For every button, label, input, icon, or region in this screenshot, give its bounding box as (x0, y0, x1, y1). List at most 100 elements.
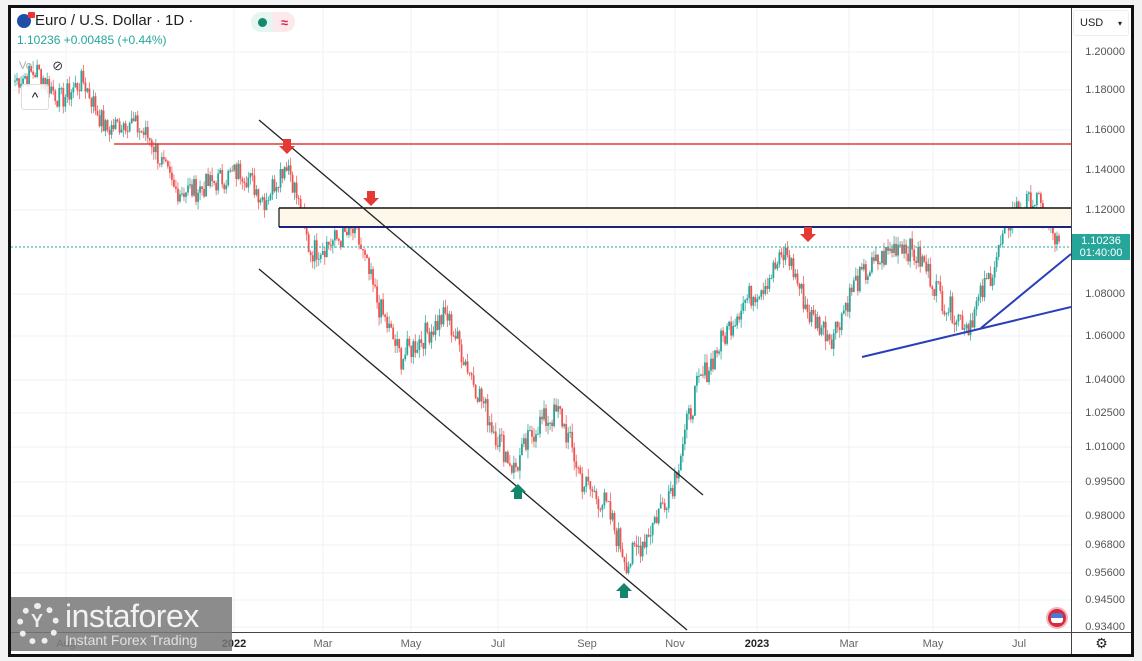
candle-body (921, 256, 924, 267)
candle-body (118, 121, 121, 133)
currency-selector[interactable]: USD ▾ (1073, 10, 1129, 36)
time-tick-label: Jul (1011, 638, 1027, 650)
price-change: +0.00485 (63, 33, 115, 47)
candle-body (124, 123, 127, 132)
candle-body (762, 290, 765, 294)
candle-body (400, 348, 403, 370)
candle-body (126, 131, 129, 133)
candle-body (818, 316, 821, 335)
candle-body (402, 359, 405, 370)
candle-body (30, 65, 32, 72)
candle-body (414, 341, 417, 353)
collapse-legend-button[interactable]: ^ (21, 84, 49, 110)
price-tick-label: 1.01000 (1085, 441, 1125, 453)
symbol-title-row[interactable]: Euro / U.S. Dollar · 1D · (17, 11, 194, 29)
us-economic-event-icon[interactable] (1046, 607, 1068, 629)
candle-body (476, 397, 479, 402)
candle-body (881, 250, 883, 264)
candle-body (579, 467, 582, 474)
price-tick-label: 0.93400 (1085, 621, 1125, 633)
arrow-down-icon (800, 227, 816, 242)
candle-body (444, 307, 447, 314)
candle-body (587, 476, 590, 482)
candle-body (185, 192, 187, 197)
candle-body (142, 131, 145, 135)
candle-body (42, 77, 45, 85)
candle-body (965, 324, 968, 329)
candle-body (567, 432, 570, 443)
candle-body (569, 431, 572, 433)
candle-body (1009, 226, 1012, 231)
candle-body (90, 98, 93, 107)
candle-body (394, 339, 397, 346)
channel-lower-line (258, 268, 688, 631)
time-tick-label: 2023 (744, 638, 770, 650)
candle-body (249, 173, 252, 178)
candle-body (601, 505, 604, 510)
candle-body (166, 161, 169, 167)
candle-body (848, 287, 851, 312)
candle-body (66, 83, 69, 98)
candle-body (877, 254, 879, 265)
candle-body (937, 281, 940, 283)
candle-body (221, 170, 224, 185)
candle-body (231, 170, 234, 172)
candle-body (541, 416, 543, 420)
candle-body (295, 182, 298, 198)
eye-off-icon[interactable]: ⊘ (52, 58, 64, 73)
candle-body (209, 175, 212, 186)
candle-body (1037, 193, 1040, 195)
candle-body (199, 186, 201, 193)
candle-body (545, 408, 547, 426)
candle-body (366, 254, 368, 259)
candle-body (633, 542, 636, 545)
candle-body (867, 276, 869, 281)
candlestick-chart[interactable] (11, 8, 1071, 632)
candle-body (183, 193, 185, 197)
candle-body (120, 129, 123, 133)
candle-body (68, 83, 71, 100)
symbol-title[interactable]: Euro / U.S. Dollar · 1D · (35, 12, 194, 29)
candle-body (1035, 193, 1038, 206)
candle-body (814, 314, 817, 329)
candle-body (657, 508, 660, 524)
candle-body (999, 243, 1002, 245)
candle-body (279, 169, 282, 188)
candle-body (197, 192, 199, 202)
candle-body (776, 264, 779, 269)
candle-body (979, 285, 982, 297)
candle-body (625, 562, 628, 573)
arrow-up-icon (616, 583, 632, 598)
chart-settings-button[interactable]: ⚙ (1071, 632, 1131, 654)
candle-body (412, 341, 415, 358)
candle-body (683, 429, 686, 445)
candle-body (561, 408, 564, 427)
candle-body (442, 307, 445, 325)
price-tick-label: 1.20000 (1085, 46, 1125, 58)
candle-body (329, 244, 332, 246)
candle-body (724, 335, 726, 344)
price-scale[interactable]: 1.20000 1.18000 1.16000 1.14000 1.12000 1.080… (1071, 8, 1131, 633)
candle-body (428, 332, 431, 343)
candle-body (307, 234, 310, 253)
candle-body (605, 492, 608, 502)
candle-body (796, 273, 799, 284)
candle-body (834, 321, 837, 334)
candle-body (696, 375, 698, 386)
chart-plot-area[interactable] (11, 8, 1071, 632)
candle-body (931, 286, 934, 290)
candle-body (669, 487, 672, 492)
candle-body (591, 489, 594, 492)
candle-body (323, 251, 326, 258)
chevron-down-icon: ▾ (1117, 18, 1122, 28)
chart-window: Euro / U.S. Dollar · 1D · 1.10236 +0.004… (8, 5, 1134, 657)
candle-body (416, 349, 419, 353)
market-status-pill[interactable]: ≈ (251, 12, 295, 32)
candle-body (784, 247, 787, 261)
candle-body (486, 399, 489, 426)
candle-body (130, 118, 133, 124)
candle-body (525, 438, 527, 450)
candle-body (162, 157, 165, 160)
candle-body (935, 281, 938, 296)
candle-body (929, 263, 932, 287)
